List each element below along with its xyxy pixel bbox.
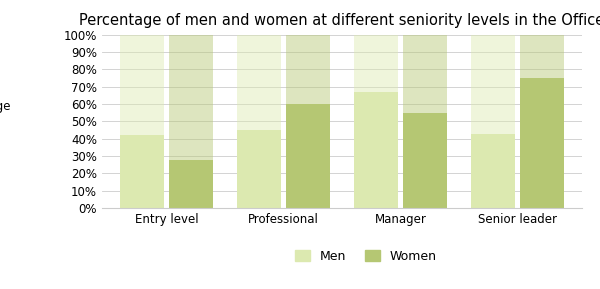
Bar (286, 104, 330, 208)
Bar (169, 160, 213, 208)
Bar (403, 35, 448, 113)
Legend: Men, Women: Men, Women (290, 245, 442, 268)
Bar (236, 130, 281, 208)
Y-axis label: Percentage
of each
gender: Percentage of each gender (0, 100, 11, 143)
Bar (520, 78, 565, 208)
Title: Percentage of men and women at different seniority levels in the Office: Percentage of men and women at different… (79, 13, 600, 28)
Bar (119, 135, 164, 208)
Bar (354, 92, 398, 208)
Bar (403, 113, 448, 208)
Bar (471, 134, 515, 208)
Bar (520, 35, 565, 78)
Bar (354, 35, 398, 92)
Bar (236, 35, 281, 130)
Bar (169, 35, 213, 160)
Bar (119, 35, 164, 135)
Bar (286, 35, 330, 104)
Bar (471, 35, 515, 134)
